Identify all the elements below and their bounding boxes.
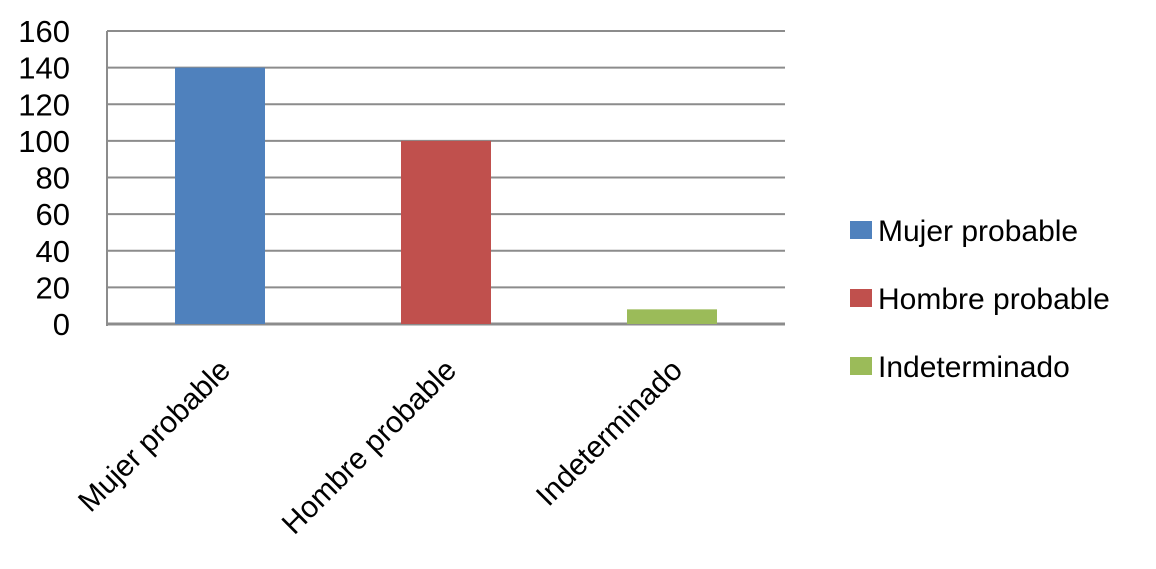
bar-indeterminado <box>627 309 717 324</box>
y-tick-label-120: 120 <box>18 87 70 122</box>
y-tick-label-80: 80 <box>36 161 70 196</box>
legend-label-hombre-probable: Hombre probable <box>878 283 1110 316</box>
y-tick-label-100: 100 <box>18 124 70 159</box>
legend-label-indeterminado: Indeterminado <box>878 351 1070 384</box>
x-axis-category-labels: Mujer probable Hombre probable Indetermina… <box>72 354 689 541</box>
legend-swatch-mujer-probable <box>850 221 872 239</box>
legend-swatch-indeterminado <box>850 357 872 375</box>
bars <box>175 67 717 324</box>
x-category-label-mujer-probable: Mujer probable <box>72 354 237 519</box>
bar-hombre-probable <box>401 140 491 324</box>
y-tick-label-20: 20 <box>36 270 70 305</box>
legend: Mujer probable Hombre probable Indetermina… <box>850 215 1110 384</box>
y-tick-label-60: 60 <box>36 197 70 232</box>
x-category-label-indeterminado: Indeterminado <box>530 354 689 513</box>
legend-label-mujer-probable: Mujer probable <box>878 215 1078 248</box>
x-category-label-hombre-probable: Hombre probable <box>276 354 463 541</box>
y-tick-label-140: 140 <box>18 51 70 86</box>
y-tick-label-40: 40 <box>36 234 70 269</box>
y-tick-label-160: 160 <box>18 14 70 49</box>
bar-mujer-probable <box>175 67 265 324</box>
y-tick-label-0: 0 <box>53 307 70 342</box>
legend-swatch-hombre-probable <box>850 289 872 307</box>
